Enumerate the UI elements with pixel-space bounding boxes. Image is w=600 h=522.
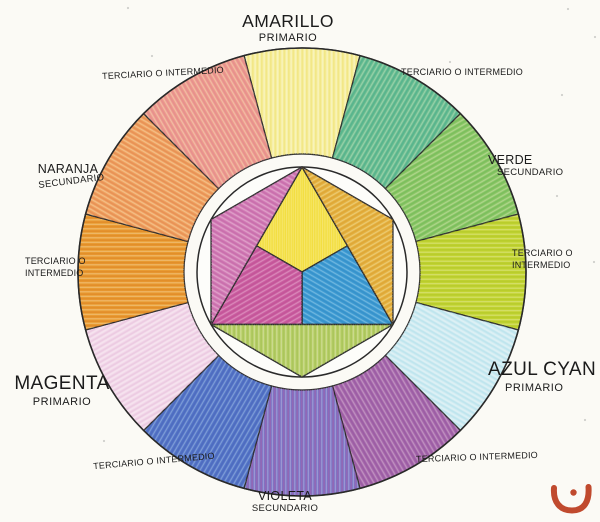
paper-speck — [102, 439, 106, 443]
wedge-terciario-magenta-naranja — [77, 213, 189, 331]
wedge-terciario-cyan-violeta — [331, 354, 462, 490]
inner-corner-izquierda — [210, 166, 303, 326]
label-violeta-subtitle: SECUNDARIO — [251, 503, 319, 515]
paper-speck — [126, 6, 130, 10]
label-azul-cyan: AZUL CYAN PRIMARIO — [488, 359, 596, 394]
inner-corner-abajo — [210, 323, 394, 378]
paper-speck — [35, 257, 39, 261]
wedge-amarillo — [243, 47, 361, 159]
label-terciario-right-line1: TERCIARIO O — [512, 248, 573, 258]
paper-speck — [555, 194, 559, 198]
paper-speck — [150, 54, 154, 58]
label-azul-cyan-subtitle: PRIMARIO — [505, 381, 564, 394]
label-verde: VERDE SECUNDARIO — [488, 153, 563, 179]
paper-speck — [583, 418, 587, 422]
label-naranja-title: NARANJA — [37, 162, 99, 176]
label-terciario-right: TERCIARIO O INTERMEDIO — [512, 248, 573, 271]
wedge-verde — [384, 112, 520, 243]
paper-speck — [522, 247, 526, 251]
label-amarillo-title: AMARILLO — [242, 11, 334, 31]
label-violeta: VIOLETA SECUNDARIO — [252, 489, 318, 515]
label-terciario-left-line1: TERCIARIO O — [25, 256, 86, 266]
label-terciario-left-line2: INTERMEDIO — [25, 267, 84, 278]
label-verde-title: VERDE — [488, 153, 533, 167]
label-naranja: NARANJA SECUNDARIO — [31, 162, 105, 191]
wedge-violeta — [243, 385, 361, 497]
label-violeta-title: VIOLETA — [258, 489, 312, 503]
label-azul-cyan-title: AZUL CYAN — [488, 359, 597, 380]
label-terciario-right-line2: INTERMEDIO — [512, 259, 571, 270]
label-verde-subtitle: SECUNDARIO — [497, 167, 564, 179]
label-terciario-top-right: TERCIARIO O INTERMEDIO — [401, 67, 523, 77]
paper-speck — [566, 7, 570, 11]
label-amarillo-subtitle: PRIMARIO — [258, 32, 318, 45]
paper-speck — [560, 93, 564, 97]
paper-speck — [593, 35, 597, 39]
paper-speck — [592, 260, 596, 264]
inner-corner-derecha — [301, 166, 394, 326]
label-magenta-title: MAGENTA — [14, 373, 110, 394]
label-terciario-left: TERCIARIO O INTERMEDIO — [25, 256, 86, 279]
label-magenta-subtitle: PRIMARIO — [32, 395, 92, 408]
outer-circle — [77, 47, 527, 497]
paper-speck — [448, 60, 452, 64]
logo-noon-icon — [550, 484, 592, 514]
label-amarillo: AMARILLO PRIMARIO — [242, 11, 334, 45]
wedge-magenta — [84, 301, 220, 432]
label-magenta: MAGENTA PRIMARIO — [14, 373, 109, 408]
